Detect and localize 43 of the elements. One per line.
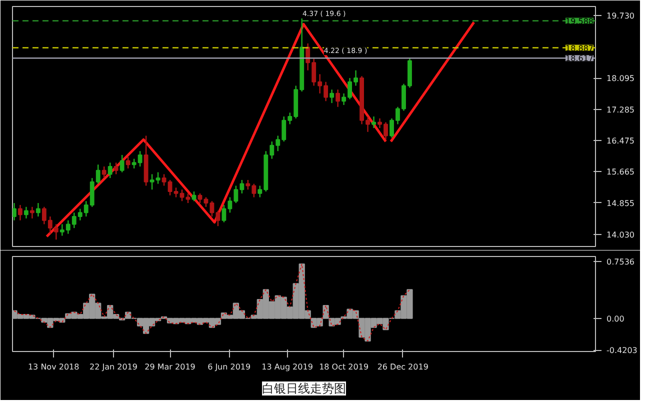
candlestick [96,164,100,184]
y-tick-label: 17.285 [606,105,634,114]
candlestick [336,88,340,108]
candlestick [30,206,34,220]
x-tick-label: 26 Dec 2019 [377,362,428,372]
candlestick [330,88,334,104]
y-tick-label: 0.7536 [606,258,634,267]
candlestick [114,162,118,175]
candlestick [12,202,16,221]
candlestick [108,162,112,179]
candlestick [168,179,172,196]
ref-line-label: 19.588 [566,16,594,26]
candlestick [102,166,106,179]
y-tick-label: 15.665 [606,168,634,177]
x-tick-label: 22 Jan 2019 [90,362,138,372]
text: 白银日线走势图 [262,382,346,396]
y-tick-label: 14.030 [606,230,634,240]
y-tick-label: -0.4203 [606,346,638,356]
candlestick [24,206,28,220]
candlestick [36,202,40,218]
candlestick [120,154,124,173]
x-tick-label: 13 Nov 2018 [28,362,80,372]
candlestick [204,196,208,208]
candlestick [174,187,178,198]
candlestick [126,156,130,170]
ref-line-label: 18.887 [566,44,594,53]
ref-line-label: 18.617 [566,54,594,64]
y-tick-label: 16.475 [606,136,634,146]
line-series [45,22,388,238]
x-tick-label: 18 Oct 2019 [319,362,369,372]
candlestick [18,204,22,221]
y-tick-label: 0.00 [606,314,624,324]
x-tick-label: 13 Aug 2019 [262,362,313,372]
candlestick [216,210,220,227]
y-tick-label: 19.730 [606,11,634,20]
candlestick [210,200,214,218]
candlestick [162,174,166,186]
candlestick [372,116,376,129]
x-tick-label: 6 Jun 2019 [208,362,251,372]
y-tick-label: 18.095 [606,74,634,84]
y-tick-label: 14.855 [606,198,634,208]
x-tick-label: 29 Mar 2019 [144,362,196,372]
candlestick [180,188,184,202]
